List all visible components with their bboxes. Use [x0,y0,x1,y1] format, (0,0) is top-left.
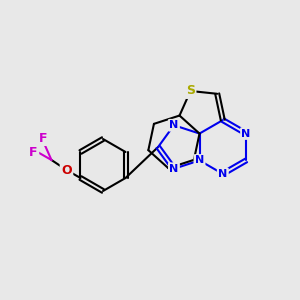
Text: F: F [29,146,38,158]
Text: N: N [242,129,251,139]
Text: N: N [218,169,227,179]
Text: N: N [169,120,178,130]
Text: N: N [169,164,178,174]
Text: F: F [39,131,48,145]
Text: N: N [195,155,204,165]
Text: S: S [186,85,195,98]
Text: O: O [61,164,72,176]
